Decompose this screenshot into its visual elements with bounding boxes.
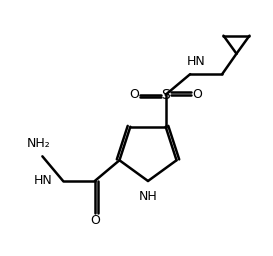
- Text: HN: HN: [187, 55, 206, 68]
- Text: HN: HN: [34, 174, 53, 187]
- Text: NH: NH: [139, 190, 157, 203]
- Text: O: O: [129, 88, 139, 101]
- Text: NH₂: NH₂: [26, 137, 50, 150]
- Text: S: S: [161, 88, 170, 102]
- Text: O: O: [192, 88, 202, 101]
- Text: O: O: [90, 214, 100, 227]
